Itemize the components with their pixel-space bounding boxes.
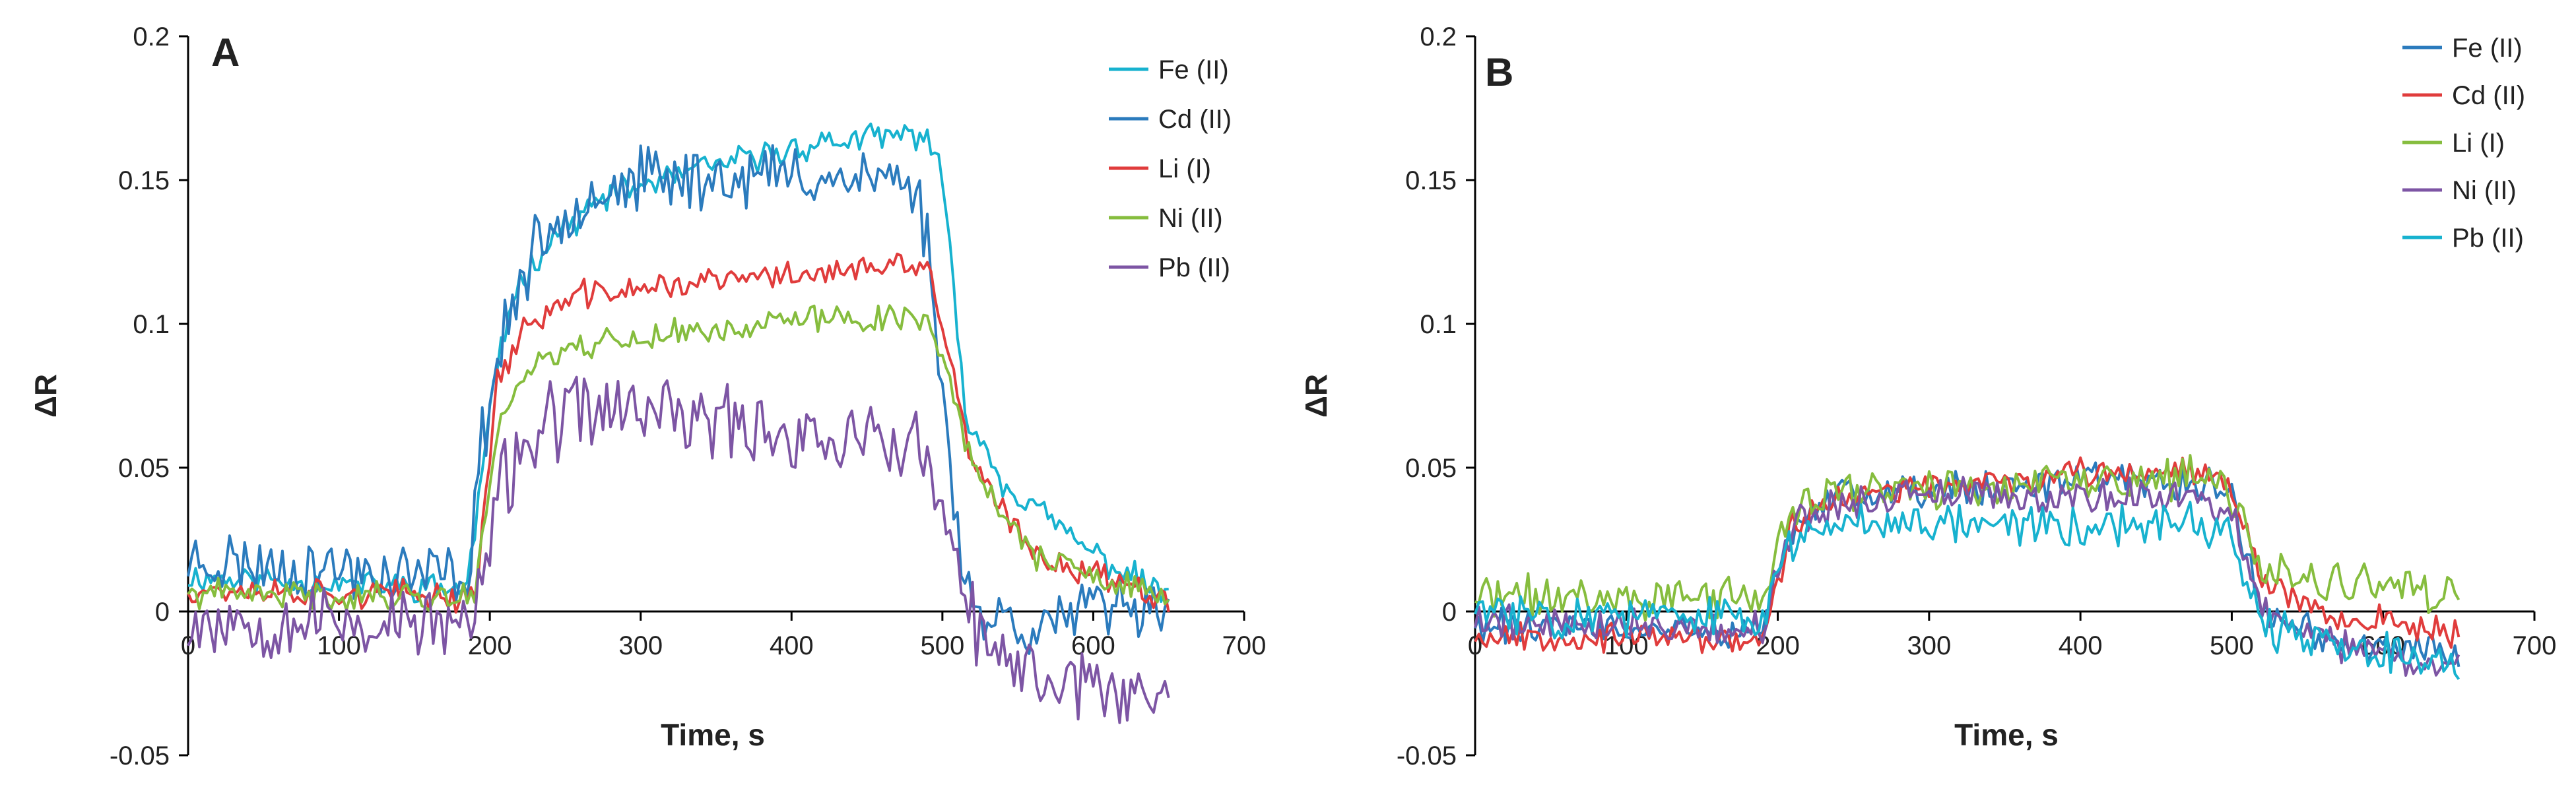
y-tick-label: 0.1 [1420,310,1457,339]
series-line-pb-ii [187,375,1170,724]
legend-label: Li (I) [1158,154,1211,183]
y-tick-label: 0 [1442,598,1457,627]
panel-label: B [1485,50,1513,94]
x-tick-label: 700 [1222,631,1267,660]
legend-label: Pb (II) [1158,253,1230,282]
series-line-li-i [1474,454,2460,622]
y-tick-label: -0.05 [1397,741,1457,770]
y-tick-label: 0.2 [133,22,170,51]
y-tick-label: 0.15 [1405,166,1457,195]
legend-entry: Ni (II) [1109,204,1223,233]
y-tick-label: 0.1 [133,310,170,339]
legend-entry: Cd (II) [1109,105,1232,134]
legend-entry: Pb (II) [1109,253,1230,282]
x-tick-label: 500 [920,631,964,660]
legend-entry: Ni (II) [2402,176,2517,205]
legend-entry: Pb (II) [2402,224,2524,253]
x-tick-label: 700 [2513,631,2557,660]
y-axis-title: ΔR [1299,374,1333,418]
legend-label: Li (I) [2452,129,2505,158]
legend-label: Pb (II) [2452,224,2524,253]
x-tick-label: 200 [468,631,512,660]
series-lines [1474,454,2460,680]
x-tick-label: 400 [2059,631,2103,660]
legend-label: Ni (II) [1158,204,1223,233]
series-line-pb-ii [1474,501,2460,680]
series-line-ni-ii [187,304,1170,612]
y-axis-title: ΔR [28,374,63,418]
series-line-li-i [187,253,1170,614]
y-tick-label: 0 [155,598,170,627]
x-tick-label: 600 [1071,631,1115,660]
x-axis-title: Time, s [1954,718,2059,752]
y-tick-label: -0.05 [110,741,170,770]
legend: Fe (II) Cd (II) Li (I) Ni (II) Pb (II) [2402,34,2525,253]
x-tick-label: 0 [1468,631,1482,660]
legend-entry: Fe (II) [1109,55,1229,84]
x-axis-title: Time, s [661,718,765,752]
y-tick-label: 0.05 [118,454,170,483]
y-tick-label: 0.2 [1420,22,1457,51]
panel-label: A [211,30,240,75]
legend-label: Fe (II) [1158,55,1229,84]
legend-label: Ni (II) [2452,176,2517,205]
x-tick-label: 500 [2210,631,2254,660]
legend-label: Cd (II) [2452,81,2525,110]
legend-entry: Li (I) [1109,154,1211,183]
x-tick-label: 300 [1907,631,1951,660]
legend-entry: Li (I) [2402,129,2505,158]
series-line-fe-ii [187,122,1169,604]
legend: Fe (II) Cd (II) Li (I) Ni (II) Pb (II) [1109,55,1232,282]
x-tick-label: 400 [770,631,814,660]
x-tick-label: 300 [618,631,663,660]
legend-entry: Cd (II) [2402,81,2525,110]
series-line-cd-ii [187,144,1170,655]
y-tick-label: 0.05 [1405,454,1457,483]
legend-label: Fe (II) [2452,34,2523,63]
legend-entry: Fe (II) [2402,34,2523,63]
series-lines [187,122,1170,724]
y-tick-label: 0.15 [118,166,170,195]
legend-label: Cd (II) [1158,105,1232,134]
